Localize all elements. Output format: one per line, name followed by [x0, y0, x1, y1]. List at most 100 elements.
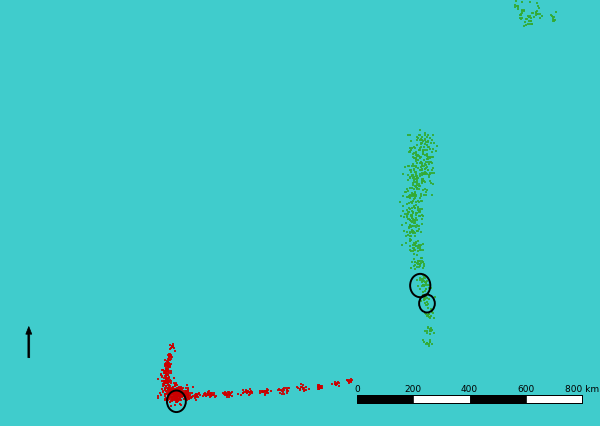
- Point: [160, 370, 169, 377]
- Point: [417, 216, 427, 223]
- Point: [161, 365, 170, 372]
- Point: [418, 180, 427, 187]
- Point: [160, 378, 169, 385]
- Point: [169, 389, 179, 396]
- Point: [170, 383, 179, 390]
- Point: [242, 389, 252, 396]
- Point: [169, 397, 178, 403]
- Point: [178, 385, 188, 391]
- Point: [516, 13, 526, 20]
- Point: [406, 218, 416, 225]
- Point: [166, 360, 175, 367]
- Point: [182, 381, 191, 388]
- Point: [209, 390, 219, 397]
- Point: [421, 311, 430, 318]
- Point: [413, 204, 422, 211]
- Point: [278, 386, 288, 393]
- Point: [427, 167, 436, 174]
- Point: [170, 397, 180, 403]
- Point: [425, 155, 435, 161]
- Point: [173, 388, 183, 395]
- Point: [419, 192, 429, 199]
- Point: [167, 391, 177, 397]
- Point: [408, 230, 418, 237]
- Point: [161, 396, 170, 403]
- Point: [414, 258, 424, 265]
- Point: [175, 389, 184, 396]
- Point: [517, 12, 526, 18]
- Point: [172, 389, 181, 396]
- Point: [165, 376, 175, 383]
- Point: [409, 175, 419, 181]
- Point: [163, 398, 172, 405]
- Point: [165, 364, 175, 371]
- Point: [175, 397, 185, 403]
- Point: [405, 222, 415, 229]
- Point: [403, 201, 412, 207]
- Point: [161, 374, 171, 381]
- Point: [160, 391, 170, 398]
- Point: [410, 145, 420, 152]
- Point: [346, 378, 355, 385]
- Point: [170, 392, 180, 399]
- Point: [344, 377, 354, 384]
- Point: [171, 391, 181, 397]
- Point: [412, 240, 421, 247]
- Point: [413, 176, 422, 182]
- Point: [173, 392, 182, 399]
- Point: [166, 380, 176, 386]
- Point: [425, 314, 434, 320]
- Point: [408, 216, 418, 223]
- Point: [521, 16, 530, 23]
- Point: [282, 387, 292, 394]
- Point: [412, 149, 421, 156]
- Point: [163, 366, 172, 373]
- Point: [410, 189, 420, 196]
- Point: [206, 392, 216, 399]
- Point: [176, 386, 185, 392]
- Point: [408, 242, 418, 249]
- Point: [179, 391, 189, 398]
- Point: [163, 371, 172, 378]
- Point: [160, 385, 169, 392]
- Point: [233, 390, 243, 397]
- Point: [412, 215, 421, 222]
- Point: [408, 210, 418, 217]
- Point: [406, 213, 415, 219]
- Point: [182, 393, 192, 400]
- Point: [175, 393, 185, 400]
- Point: [274, 386, 284, 393]
- Point: [224, 389, 234, 396]
- Point: [419, 289, 428, 296]
- Point: [185, 390, 195, 397]
- Point: [173, 385, 183, 392]
- Point: [222, 393, 232, 400]
- Point: [404, 209, 414, 216]
- Point: [425, 155, 435, 162]
- Point: [256, 390, 265, 397]
- Point: [407, 190, 417, 197]
- Point: [423, 305, 433, 311]
- Point: [182, 391, 192, 398]
- Point: [182, 397, 192, 403]
- Point: [548, 14, 558, 21]
- Point: [169, 390, 179, 397]
- Point: [161, 360, 171, 367]
- Point: [168, 343, 178, 349]
- Point: [407, 212, 416, 219]
- Point: [404, 200, 414, 207]
- Point: [316, 383, 326, 390]
- Point: [260, 392, 269, 399]
- Point: [158, 389, 167, 396]
- Point: [428, 165, 437, 172]
- Point: [415, 155, 425, 162]
- Point: [161, 387, 171, 394]
- Point: [224, 390, 234, 397]
- Point: [187, 394, 196, 401]
- Point: [410, 230, 419, 236]
- Point: [420, 171, 430, 178]
- Point: [160, 378, 169, 385]
- Point: [526, 21, 535, 28]
- Point: [168, 389, 178, 396]
- Point: [176, 390, 186, 397]
